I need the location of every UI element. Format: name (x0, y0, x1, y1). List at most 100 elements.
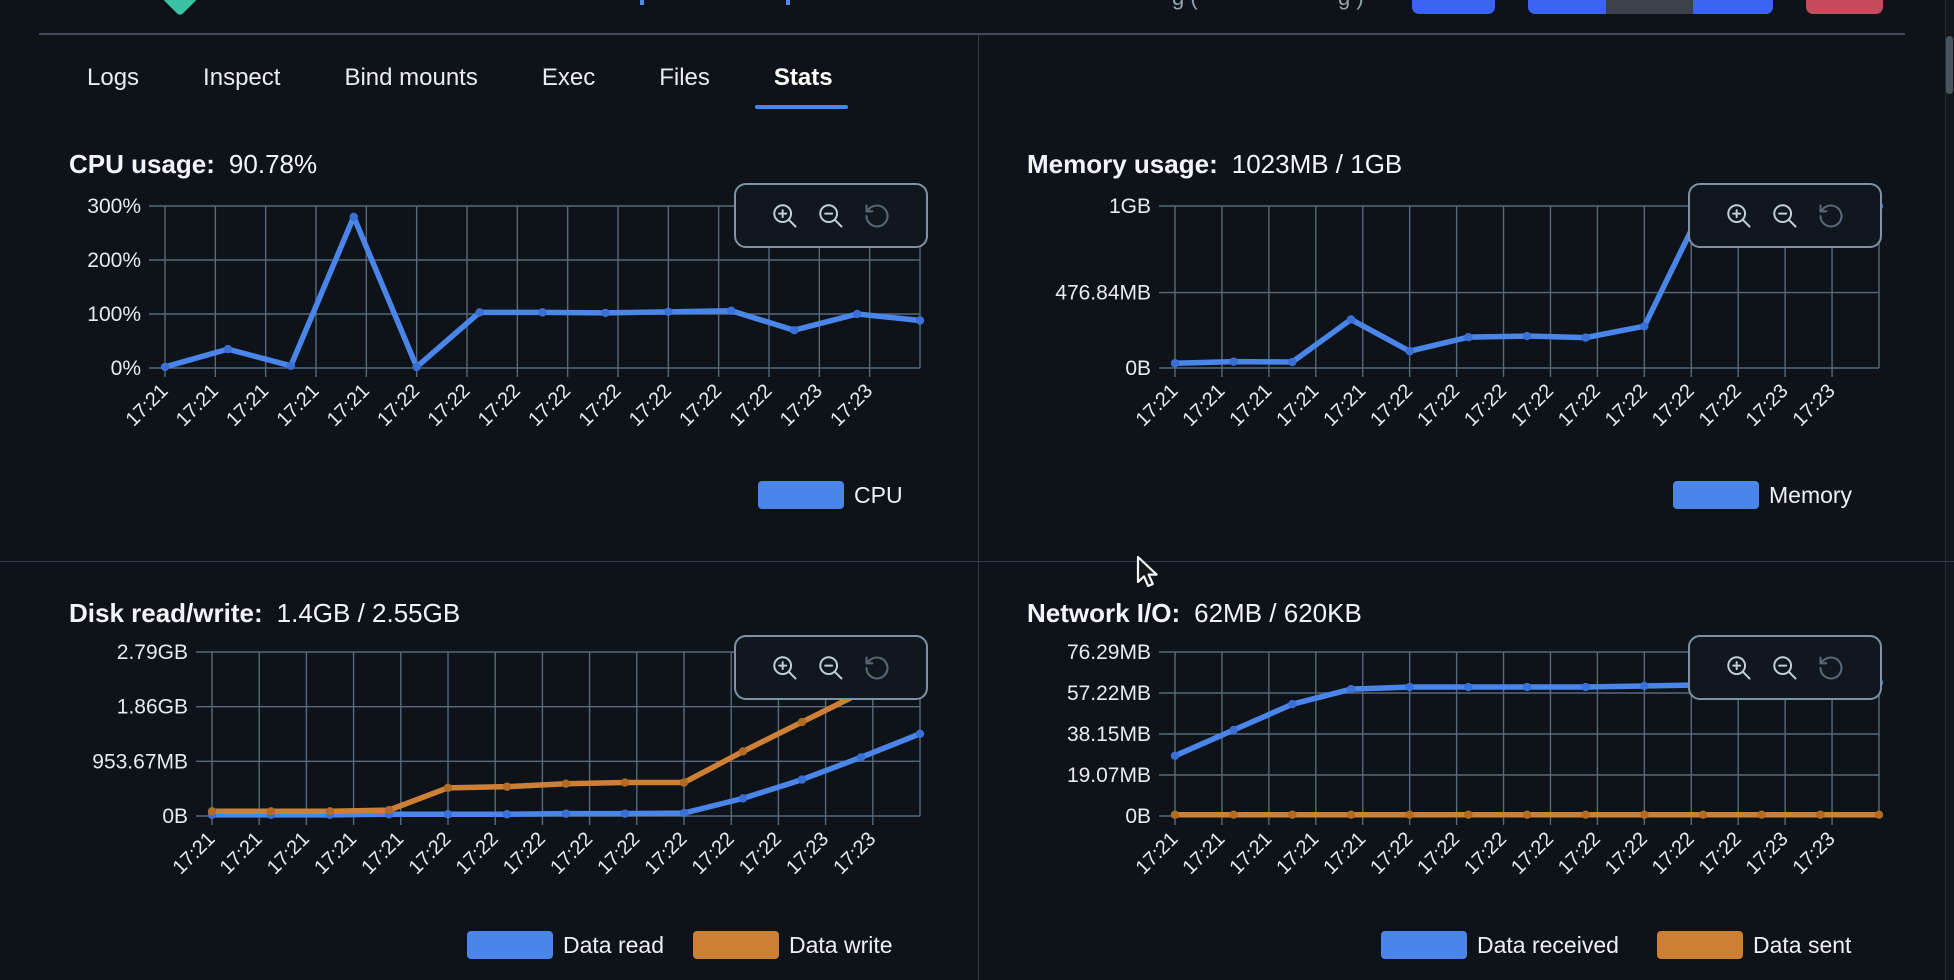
data-received-legend-item[interactable]: Data received (1381, 931, 1619, 959)
disk-chart-zoom-controls (734, 635, 928, 700)
svg-text:476.84MB: 476.84MB (1055, 282, 1151, 305)
zoom-out-button[interactable] (1770, 653, 1800, 683)
container-control-button[interactable] (1528, 0, 1606, 14)
memory-legend-item[interactable]: Memory (1673, 481, 1852, 509)
cpu-chart-zoom-controls (734, 183, 928, 248)
svg-text:1GB: 1GB (1109, 195, 1151, 218)
zoom-in-button[interactable] (770, 653, 800, 683)
svg-text:17:21: 17:21 (1179, 380, 1230, 431)
zoom-in-icon (1727, 655, 1751, 679)
scrollbar-track[interactable] (1945, 0, 1954, 980)
memory-usage-value: 1023MB / 1GB (1231, 149, 1403, 179)
svg-text:17:21: 17:21 (310, 828, 361, 879)
svg-text:17:23: 17:23 (826, 380, 877, 431)
svg-text:17:22: 17:22 (452, 828, 503, 879)
svg-text:17:22: 17:22 (1601, 828, 1652, 879)
reset-zoom-icon (865, 203, 889, 228)
zoom-out-icon (1773, 655, 1797, 679)
tab-files[interactable]: Files (659, 64, 710, 91)
svg-text:17:21: 17:21 (263, 828, 314, 879)
zoom-out-icon (819, 203, 843, 227)
svg-text:0B: 0B (1125, 357, 1151, 380)
zoom-out-button[interactable] (816, 653, 846, 683)
svg-text:200%: 200% (87, 249, 141, 272)
svg-text:1.86GB: 1.86GB (117, 696, 188, 719)
zoom-in-icon (773, 203, 797, 227)
header-divider (39, 33, 1905, 35)
tab-inspect[interactable]: Inspect (203, 64, 281, 91)
container-controls-group (1528, 0, 1773, 14)
svg-text:17:22: 17:22 (1507, 828, 1558, 879)
svg-text:17:22: 17:22 (641, 828, 692, 879)
reset-zoom-button[interactable] (1816, 653, 1846, 683)
data-read-legend-swatch (467, 931, 553, 959)
tab-exec[interactable]: Exec (541, 64, 596, 91)
delete-container-button[interactable] (1806, 0, 1883, 14)
link-text-fragment (786, 0, 790, 5)
svg-text:17:22: 17:22 (405, 828, 456, 879)
reset-zoom-button[interactable] (862, 653, 892, 683)
cpu-legend-label: CPU (854, 481, 903, 508)
svg-text:17:21: 17:21 (216, 828, 267, 879)
svg-text:17:22: 17:22 (546, 828, 597, 879)
svg-text:17:22: 17:22 (1695, 828, 1746, 879)
svg-text:17:21: 17:21 (169, 828, 220, 879)
network-title: Network I/O: 62MB / 620KB (1027, 599, 1362, 627)
svg-text:57.22MB: 57.22MB (1067, 682, 1151, 705)
column-divider (978, 34, 979, 980)
data-read-legend-item[interactable]: Data read (467, 931, 664, 959)
reset-zoom-button[interactable] (862, 201, 892, 231)
svg-text:17:22: 17:22 (1413, 380, 1464, 431)
svg-text:0%: 0% (111, 357, 141, 380)
data-sent-legend-label: Data sent (1753, 931, 1852, 958)
svg-text:19.07MB: 19.07MB (1067, 764, 1151, 787)
header-action-button[interactable] (1412, 0, 1495, 14)
zoom-out-button[interactable] (1770, 201, 1800, 231)
svg-text:17:21: 17:21 (1319, 828, 1370, 879)
svg-text:17:22: 17:22 (1413, 828, 1464, 879)
tab-stats[interactable]: Stats (754, 64, 848, 109)
container-control-button[interactable] (1606, 0, 1693, 14)
svg-text:17:22: 17:22 (1554, 828, 1605, 879)
svg-text:17:21: 17:21 (1225, 380, 1276, 431)
cpu-usage-title: CPU usage: 90.78% (69, 150, 317, 178)
svg-text:17:22: 17:22 (1648, 828, 1699, 879)
zoom-in-button[interactable] (1724, 201, 1754, 231)
svg-text:17:22: 17:22 (499, 828, 550, 879)
zoom-in-button[interactable] (770, 201, 800, 231)
network-value: 62MB / 620KB (1194, 598, 1362, 628)
cpu-legend-swatch (758, 481, 844, 509)
data-sent-legend-item[interactable]: Data sent (1657, 931, 1851, 959)
data-sent-legend-swatch (1657, 931, 1743, 959)
scrollbar-thumb[interactable] (1946, 36, 1953, 94)
cpu-legend-item[interactable]: CPU (758, 481, 903, 509)
tab-logs[interactable]: Logs (87, 64, 140, 91)
svg-text:17:22: 17:22 (1460, 380, 1511, 431)
data-write-legend-item[interactable]: Data write (693, 931, 893, 959)
container-control-button[interactable] (1693, 0, 1773, 14)
svg-text:17:22: 17:22 (1554, 380, 1605, 431)
svg-text:17:21: 17:21 (323, 380, 374, 431)
container-status-icon (161, 0, 199, 17)
zoom-in-button[interactable] (1724, 653, 1754, 683)
cpu-usage-label: CPU usage: (69, 149, 215, 179)
svg-text:17:22: 17:22 (1366, 380, 1417, 431)
svg-text:17:23: 17:23 (1789, 380, 1840, 431)
svg-text:17:22: 17:22 (373, 380, 424, 431)
reset-zoom-button[interactable] (1816, 201, 1846, 231)
status-text-fragment: g ) (1338, 0, 1364, 11)
svg-text:17:21: 17:21 (1272, 828, 1323, 879)
cpu-usage-value: 90.78% (228, 149, 318, 179)
svg-text:17:22: 17:22 (1507, 380, 1558, 431)
svg-text:17:22: 17:22 (424, 380, 475, 431)
zoom-out-icon (819, 655, 843, 679)
svg-text:953.67MB: 953.67MB (92, 750, 188, 773)
tab-bind-mounts[interactable]: Bind mounts (344, 64, 478, 91)
svg-text:17:22: 17:22 (474, 380, 525, 431)
memory-usage-title: Memory usage: 1023MB / 1GB (1027, 150, 1402, 178)
link-text-fragment (640, 0, 644, 5)
zoom-out-button[interactable] (816, 201, 846, 231)
zoom-in-icon (773, 655, 797, 679)
status-text-fragment: g ( (1172, 0, 1198, 11)
